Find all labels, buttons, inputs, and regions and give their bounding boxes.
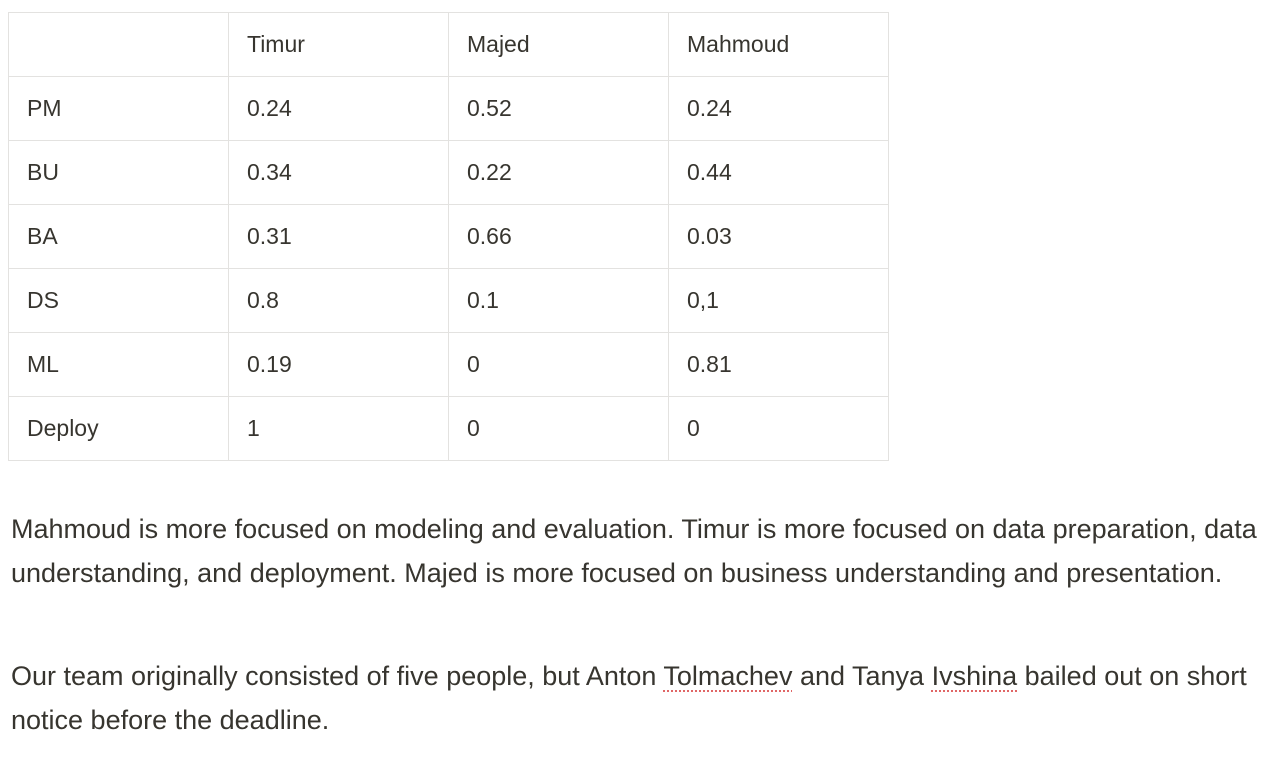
team-text-part1: Our team originally consisted of five pe… — [11, 661, 664, 691]
team-paragraph[interactable]: Our team originally consisted of five pe… — [11, 654, 1275, 742]
table-cell[interactable]: 0.44 — [668, 140, 889, 205]
table-cell[interactable]: 0.8 — [228, 268, 449, 333]
row-label-cell[interactable]: BA — [8, 204, 229, 269]
row-label-cell[interactable]: BU — [8, 140, 229, 205]
table-cell[interactable]: 0.31 — [228, 204, 449, 269]
table-cell[interactable]: 0.03 — [668, 204, 889, 269]
table-cell[interactable]: 0.34 — [228, 140, 449, 205]
misspelled-name-tolmachev[interactable]: Tolmachev — [663, 661, 793, 691]
header-cell-timur[interactable]: Timur — [228, 12, 449, 77]
table-row-deploy: Deploy 1 0 0 — [8, 396, 889, 461]
contribution-table: Timur Majed Mahmoud PM 0.24 0.52 0.24 BU… — [8, 12, 889, 461]
table-cell[interactable]: 0 — [448, 396, 669, 461]
table-cell[interactable]: 0.24 — [228, 76, 449, 141]
header-cell-majed[interactable]: Majed — [448, 12, 669, 77]
row-label-cell[interactable]: Deploy — [8, 396, 229, 461]
table-row-pm: PM 0.24 0.52 0.24 — [8, 76, 889, 141]
table-cell[interactable]: 0.1 — [448, 268, 669, 333]
table-cell[interactable]: 0 — [448, 332, 669, 397]
table-row-ba: BA 0.31 0.66 0.03 — [8, 204, 889, 269]
team-text-part2: and Tanya — [792, 661, 932, 691]
row-label-cell[interactable]: PM — [8, 76, 229, 141]
contribution-table-container: Timur Majed Mahmoud PM 0.24 0.52 0.24 BU… — [8, 12, 889, 461]
table-cell[interactable]: 0.66 — [448, 204, 669, 269]
team-text-part3: bailed out on short notice before the de… — [11, 661, 1247, 735]
table-cell[interactable]: 1 — [228, 396, 449, 461]
table-cell[interactable]: 0 — [668, 396, 889, 461]
table-cell[interactable]: 0,1 — [668, 268, 889, 333]
header-cell-mahmoud[interactable]: Mahmoud — [668, 12, 889, 77]
header-cell-corner[interactable] — [8, 12, 229, 77]
table-row-ds: DS 0.8 0.1 0,1 — [8, 268, 889, 333]
row-label-cell[interactable]: ML — [8, 332, 229, 397]
table-cell[interactable]: 0.81 — [668, 332, 889, 397]
table-header-row: Timur Majed Mahmoud — [8, 12, 889, 77]
misspelled-name-ivshina[interactable]: Ivshina — [931, 661, 1018, 691]
table-row-ml: ML 0.19 0 0.81 — [8, 332, 889, 397]
table-cell[interactable]: 0.22 — [448, 140, 669, 205]
table-cell[interactable]: 0.19 — [228, 332, 449, 397]
table-row-bu: BU 0.34 0.22 0.44 — [8, 140, 889, 205]
table-cell[interactable]: 0.52 — [448, 76, 669, 141]
table-cell[interactable]: 0.24 — [668, 76, 889, 141]
focus-paragraph[interactable]: Mahmoud is more focused on modeling and … — [11, 514, 1257, 588]
row-label-cell[interactable]: DS — [8, 268, 229, 333]
